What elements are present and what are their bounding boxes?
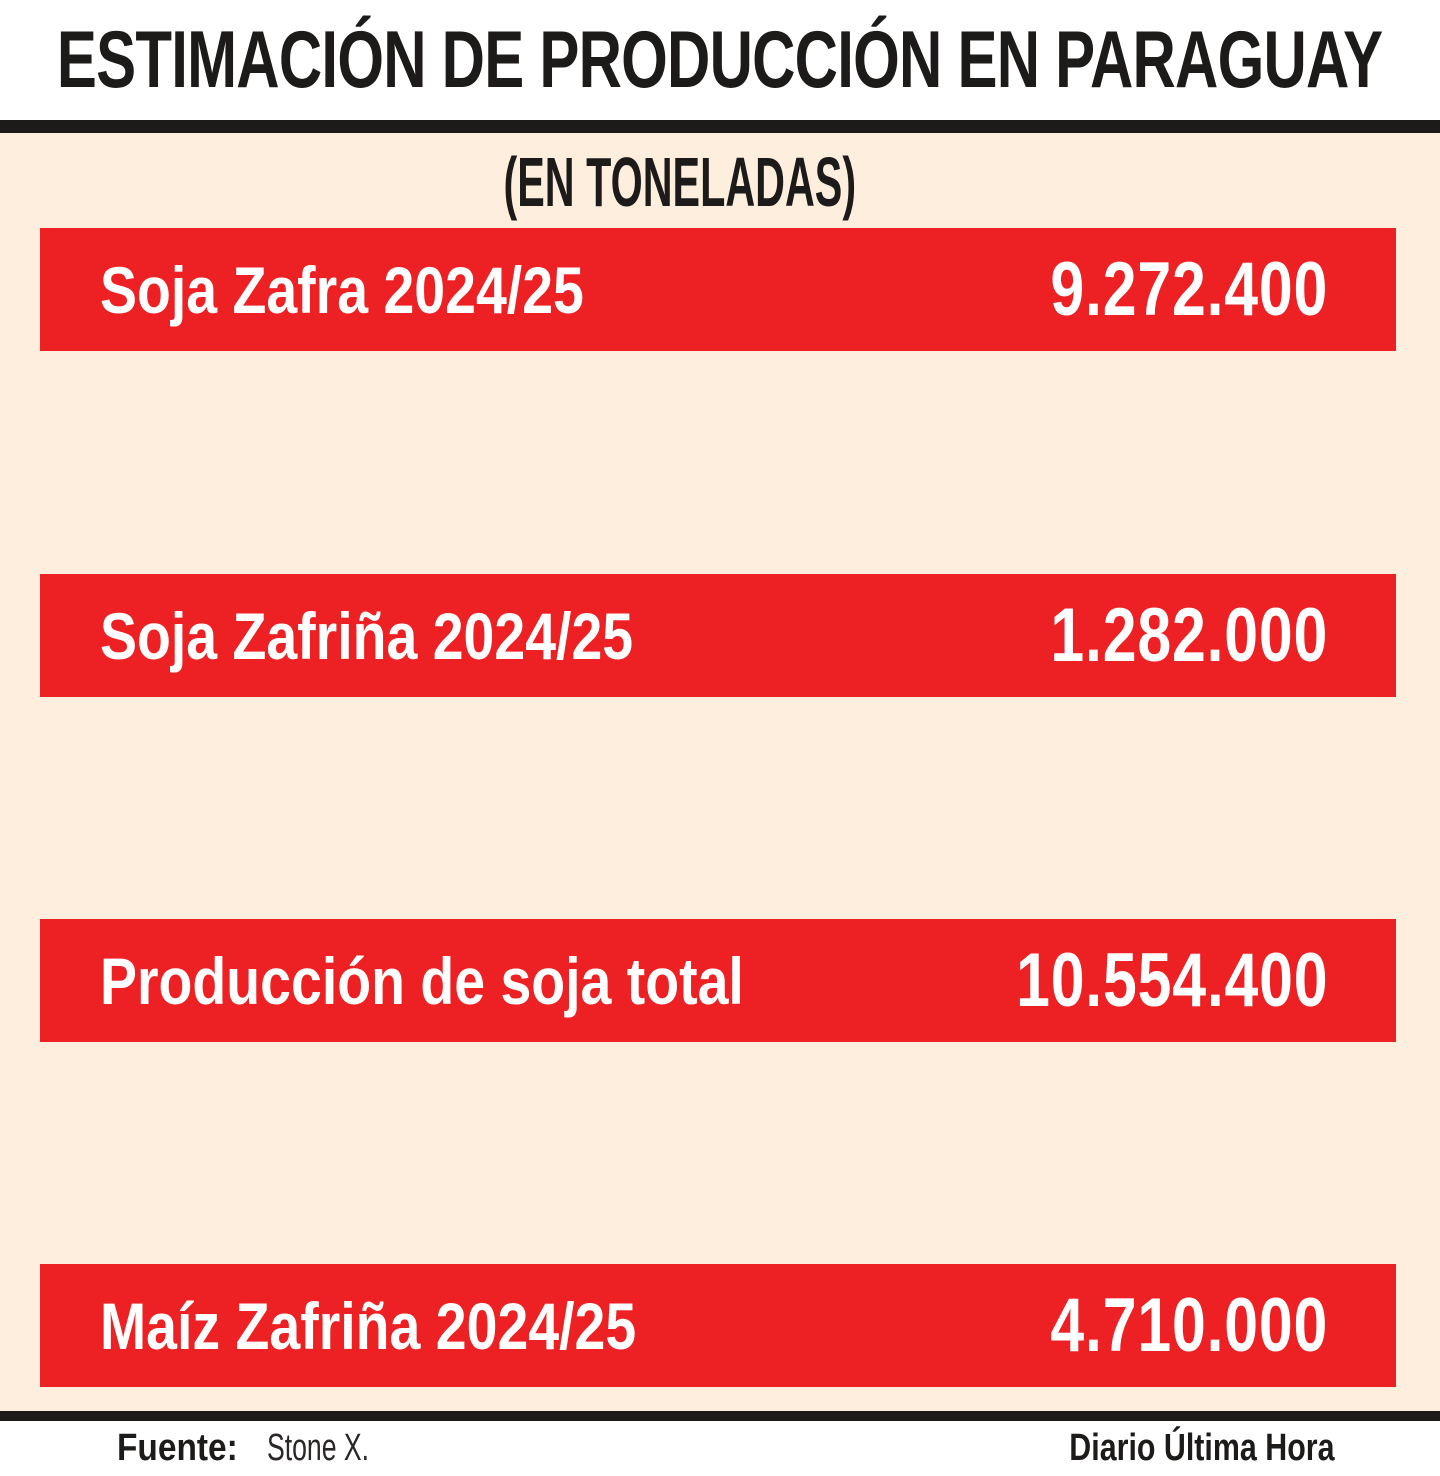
- row-value: 10.554.400: [1015, 938, 1328, 1023]
- chart-subtitle: (EN TONELADAS): [503, 143, 857, 221]
- source-label: Fuente:: [117, 1427, 238, 1469]
- row-label: Soja Zafriña 2024/25: [100, 598, 634, 673]
- table-row: Producción de soja total 10.554.400: [40, 919, 1396, 1042]
- publisher-credit: Diario Última Hora: [1069, 1427, 1335, 1469]
- footer: Fuente: Stone X. Diario Última Hora: [0, 1421, 1440, 1476]
- table-row: Soja Zafriña 2024/25 1.282.000: [40, 574, 1396, 697]
- top-divider-rule: [0, 120, 1440, 133]
- source-value: Stone X.: [266, 1427, 369, 1469]
- row-label: Soja Zafra 2024/25: [100, 252, 584, 327]
- row-value: 4.710.000: [1050, 1283, 1328, 1368]
- bottom-divider-rule: [0, 1411, 1440, 1421]
- page-title: ESTIMACIÓN DE PRODUCCIÓN EN PARAGUAY: [57, 14, 1383, 105]
- table-row: Soja Zafra 2024/25 9.272.400: [40, 228, 1396, 351]
- row-value: 9.272.400: [1050, 247, 1328, 332]
- source-attribution: Fuente: Stone X.: [117, 1429, 413, 1467]
- row-value: 1.282.000: [1050, 593, 1328, 678]
- subtitle-wrap: (EN TONELADAS): [0, 142, 1360, 222]
- row-label: Maíz Zafriña 2024/25: [100, 1288, 637, 1363]
- header: ESTIMACIÓN DE PRODUCCIÓN EN PARAGUAY: [0, 0, 1440, 120]
- table-row: Maíz Zafriña 2024/25 4.710.000: [40, 1264, 1396, 1387]
- row-label: Producción de soja total: [100, 943, 744, 1018]
